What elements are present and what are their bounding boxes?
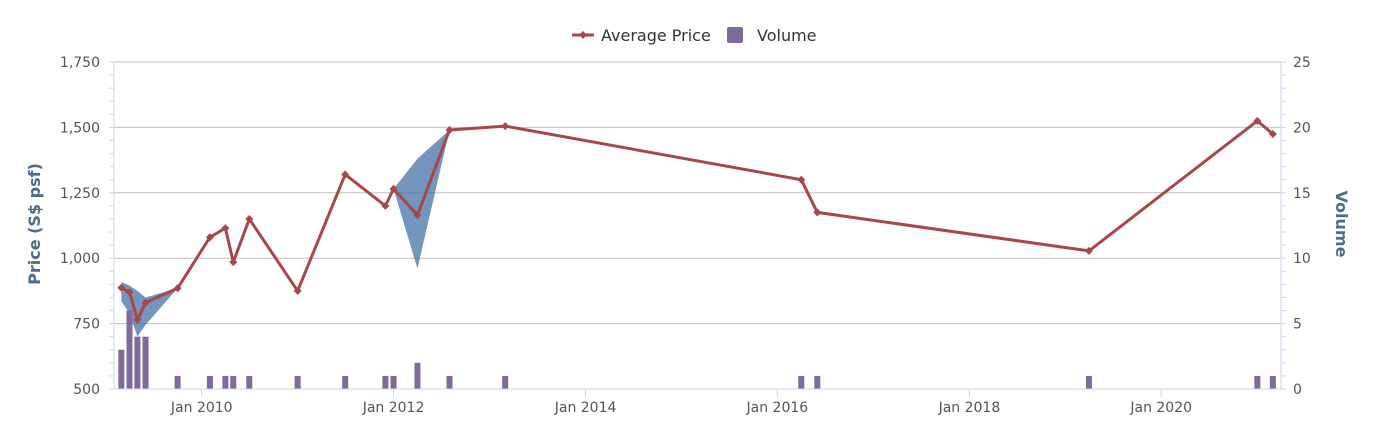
price-point-marker[interactable]	[1268, 129, 1277, 138]
y-left-tick-label: 1,250	[60, 186, 100, 202]
y-axis-right-title: Volume	[1332, 191, 1351, 258]
y-left-tick-label: 1,750	[60, 55, 100, 71]
y-axis-left-title: Price (S$ psf)	[25, 163, 44, 285]
x-tick-label: Jan 2016	[746, 400, 809, 416]
price-point-marker[interactable]	[813, 208, 822, 217]
price-point-marker[interactable]	[293, 286, 302, 295]
x-tick-label: Jan 2012	[362, 400, 425, 416]
legend-volume-swatch-icon	[727, 27, 743, 43]
volume-bar[interactable]	[118, 349, 125, 389]
volume-bars	[118, 310, 1276, 389]
y-right-tick-label: 25	[1293, 55, 1311, 71]
legend-price-marker-icon	[579, 31, 587, 39]
grid-lines	[114, 61, 1281, 390]
volume-bar[interactable]	[382, 375, 389, 389]
legend-label-volume: Volume	[757, 26, 817, 45]
y-right-tick-label: 5	[1293, 317, 1302, 333]
price-point-marker[interactable]	[445, 126, 454, 135]
legend-item-volume[interactable]: Volume	[727, 26, 817, 45]
price-point-marker[interactable]	[389, 184, 398, 193]
chart-legend[interactable]: Average Price Volume	[572, 26, 817, 45]
volume-bar[interactable]	[230, 375, 237, 389]
price-point-marker[interactable]	[1253, 116, 1262, 125]
y-axis-right: 0 5 10 15 20 25	[1280, 55, 1311, 398]
price-point-marker[interactable]	[1084, 246, 1093, 255]
volume-bar[interactable]	[142, 336, 149, 389]
average-price-line	[120, 119, 1274, 322]
y-left-tick-label: 1,000	[60, 251, 100, 267]
price-point-marker[interactable]	[501, 122, 510, 131]
average-price-path	[120, 119, 1274, 322]
y-left-tick-label: 500	[73, 382, 100, 398]
price-point-marker[interactable]	[381, 201, 390, 210]
price-point-marker[interactable]	[133, 315, 142, 324]
price-range-band	[177, 188, 394, 289]
y-right-tick-label: 0	[1293, 382, 1302, 398]
volume-bar[interactable]	[414, 362, 421, 389]
volume-bar[interactable]	[798, 375, 805, 389]
x-tick-label: Jan 2018	[938, 400, 1001, 416]
volume-bar[interactable]	[1254, 375, 1261, 389]
price-point-marker[interactable]	[413, 211, 422, 220]
price-point-marker[interactable]	[173, 284, 182, 293]
y-left-tick-label: 1,500	[60, 120, 100, 136]
volume-bar[interactable]	[134, 336, 141, 389]
volume-bar[interactable]	[814, 375, 821, 389]
y-right-tick-label: 10	[1293, 251, 1311, 267]
volume-bar[interactable]	[126, 310, 133, 389]
x-tick-label: Jan 2014	[554, 400, 617, 416]
price-point-marker[interactable]	[341, 170, 350, 179]
x-tick-label: Jan 2010	[170, 400, 233, 416]
volume-bar[interactable]	[1085, 375, 1092, 389]
average-price-markers	[117, 116, 1277, 324]
price-point-marker[interactable]	[797, 175, 806, 184]
price-point-marker[interactable]	[229, 258, 238, 267]
legend-item-average-price[interactable]: Average Price	[572, 26, 711, 45]
volume-bar[interactable]	[174, 375, 181, 389]
y-right-tick-label: 20	[1293, 120, 1311, 136]
price-point-marker[interactable]	[245, 214, 254, 223]
volume-bar[interactable]	[1269, 375, 1276, 389]
price-point-marker[interactable]	[117, 283, 126, 292]
price-point-marker[interactable]	[221, 224, 230, 233]
price-range-area	[121, 130, 450, 337]
price-point-marker[interactable]	[125, 288, 134, 297]
volume-bar[interactable]	[342, 375, 349, 389]
x-axis: Jan 2010 Jan 2012 Jan 2014 Jan 2016 Jan 2018…	[114, 388, 1281, 416]
volume-bar[interactable]	[246, 375, 253, 389]
price-point-marker[interactable]	[141, 298, 150, 307]
volume-bar[interactable]	[502, 375, 509, 389]
volume-bar[interactable]	[222, 375, 229, 389]
volume-bar[interactable]	[390, 375, 397, 389]
volume-bar[interactable]	[446, 375, 453, 389]
x-tick-label: Jan 2020	[1129, 400, 1192, 416]
y-left-tick-label: 750	[73, 317, 100, 333]
y-axis-left: 500 750 1,000 1,250 1,500 1,750	[60, 55, 115, 398]
y-right-tick-label: 15	[1293, 186, 1311, 202]
legend-label-average-price: Average Price	[601, 26, 711, 45]
price-point-marker[interactable]	[205, 233, 214, 242]
volume-bar[interactable]	[206, 375, 213, 389]
volume-bar[interactable]	[294, 375, 301, 389]
